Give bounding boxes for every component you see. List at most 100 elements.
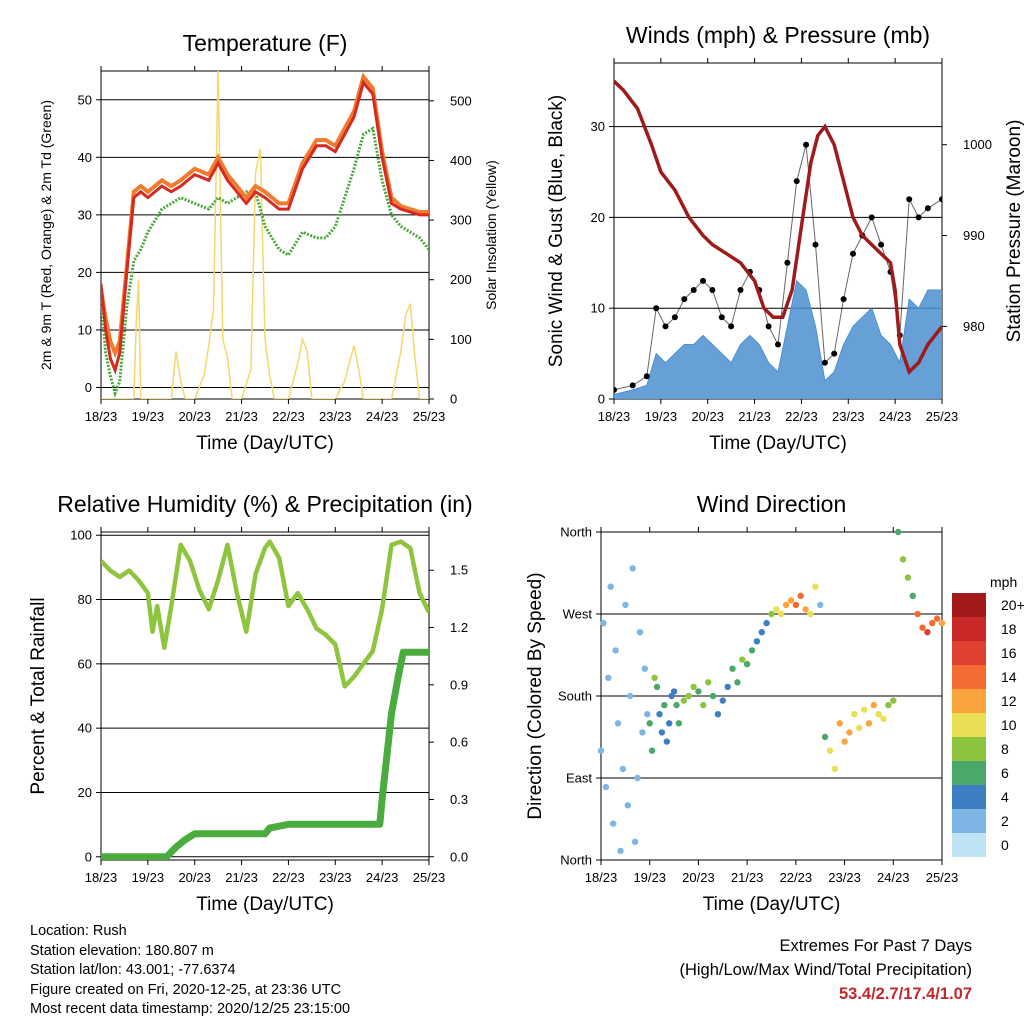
legend-swatch xyxy=(952,737,986,761)
direction-point xyxy=(690,683,697,691)
direction-point xyxy=(821,733,829,741)
speed-legend: mph 20+ 18 16 14 12 10 8 6 4 2 0 xyxy=(952,574,1024,857)
y-right-tick-label: 980 xyxy=(963,319,985,334)
y-tick-label: North xyxy=(560,853,592,868)
y-right-tick-label: 0.6 xyxy=(450,735,468,750)
direction-point xyxy=(758,629,765,636)
x-tick-label: 22/23 xyxy=(780,870,813,885)
x-tick-label: 18/23 xyxy=(85,409,118,424)
y-tick-label: West xyxy=(563,607,593,622)
y-tick-label: South xyxy=(558,689,592,704)
direction-point xyxy=(653,683,661,691)
sonic-wind-area xyxy=(614,279,942,399)
direction-point xyxy=(773,606,780,613)
recent-timestamp: Most recent data timestamp: 2020/12/25 2… xyxy=(30,1001,351,1017)
y-axis-label: Percent & Total Rainfall xyxy=(28,597,49,794)
direction-point xyxy=(880,715,887,722)
x-tick-label: 22/23 xyxy=(785,409,818,424)
y-right-tick-label: 300 xyxy=(450,213,472,228)
x-tick-label: 21/23 xyxy=(225,870,258,885)
legend-swatch xyxy=(952,665,986,689)
direction-points xyxy=(597,528,946,855)
y-tick-label: 10 xyxy=(78,322,92,337)
plot-frame xyxy=(100,70,430,400)
direction-point xyxy=(768,610,775,618)
y-tick-label: 20 xyxy=(78,785,92,800)
x-tick-label: 20/23 xyxy=(178,870,211,885)
x-tick-label: 23/23 xyxy=(319,409,352,424)
direction-point xyxy=(695,688,702,695)
y-tick-label: 30 xyxy=(78,207,92,222)
y-tick-label: 20 xyxy=(591,210,605,225)
legend-label: 4 xyxy=(1001,789,1009,805)
direction-point xyxy=(648,747,656,754)
x-tick-label: 18/23 xyxy=(598,409,631,424)
legend-label: 0 xyxy=(1001,837,1009,853)
direction-point xyxy=(729,665,736,672)
direction-point xyxy=(614,720,622,727)
x-tick-label: 23/23 xyxy=(828,870,861,885)
x-tick-label: 24/23 xyxy=(366,409,399,424)
direction-point xyxy=(714,711,722,718)
legend-label: 10 xyxy=(1001,717,1017,733)
direction-point xyxy=(797,592,804,599)
x-tick-label: 24/23 xyxy=(877,870,910,885)
direction-point xyxy=(663,738,670,745)
station-location: Location: Rush xyxy=(30,923,127,939)
x-tick-label: 25/23 xyxy=(926,409,959,424)
direction-point xyxy=(705,679,712,686)
direction-point xyxy=(607,583,614,590)
x-tick-label: 24/23 xyxy=(366,870,399,885)
x-tick-label: 24/23 xyxy=(879,409,912,424)
direction-point xyxy=(865,720,873,727)
y-tick-label: 40 xyxy=(78,150,92,165)
dewpoint-2m-line xyxy=(101,126,429,398)
direction-point xyxy=(748,647,756,654)
direction-point xyxy=(753,638,761,645)
winds-series xyxy=(614,79,942,399)
extremes-values: 53.4/2.7/17.4/1.07 xyxy=(838,985,972,1003)
legend-label: 12 xyxy=(1001,693,1017,709)
direction-point xyxy=(841,738,848,745)
direction-point xyxy=(895,528,902,536)
direction-point xyxy=(909,592,916,599)
direction-point xyxy=(617,847,624,855)
chart-title: Relative Humidity (%) & Precipitation (i… xyxy=(57,491,472,517)
direction-point xyxy=(763,619,770,627)
x-tick-label: 22/23 xyxy=(272,870,305,885)
y-tick-label: 40 xyxy=(78,721,92,736)
x-tick-label: 20/23 xyxy=(691,409,724,424)
legend-label: 18 xyxy=(1001,621,1017,637)
relative-humidity-line xyxy=(101,539,429,689)
y-tick-label: 20 xyxy=(78,265,92,280)
y-tick-label: 80 xyxy=(78,592,92,607)
x-tick-label: 23/23 xyxy=(319,870,352,885)
y-right-tick-label: 0.0 xyxy=(450,849,468,864)
direction-point xyxy=(619,765,627,773)
direction-point xyxy=(622,601,629,609)
direction-point xyxy=(782,601,790,609)
temp-2m-line xyxy=(101,79,429,375)
direction-point xyxy=(597,747,605,754)
humidity-chart: 0 20 40 60 80 100 0.0 0.3 0.6 0.9 1.2 1.5 18/23 19/23… xyxy=(28,491,473,915)
winds-chart: 0 10 20 30 980 990 1000 18/23 19/23 20/23 21/23 22/… xyxy=(546,22,1024,454)
direction-point xyxy=(670,688,678,695)
direction-point xyxy=(602,783,610,791)
direction-point xyxy=(673,701,680,709)
direction-point xyxy=(661,701,668,709)
x-axis-label: Time (Day/UTC) xyxy=(703,894,841,915)
y-right-tick-label: 0.9 xyxy=(450,677,468,692)
station-pressure-line xyxy=(614,79,942,375)
x-tick-label: 19/23 xyxy=(132,870,165,885)
y-axis-label: Sonic Wind & Gust (Blue, Black) xyxy=(546,95,567,367)
direction-point xyxy=(612,647,619,654)
x-tick-label: 18/23 xyxy=(85,870,118,885)
direction-point xyxy=(629,565,636,572)
legend-label: 6 xyxy=(1001,765,1009,781)
direction-point xyxy=(802,606,809,613)
direction-point xyxy=(812,583,819,590)
direction-point xyxy=(807,610,814,618)
